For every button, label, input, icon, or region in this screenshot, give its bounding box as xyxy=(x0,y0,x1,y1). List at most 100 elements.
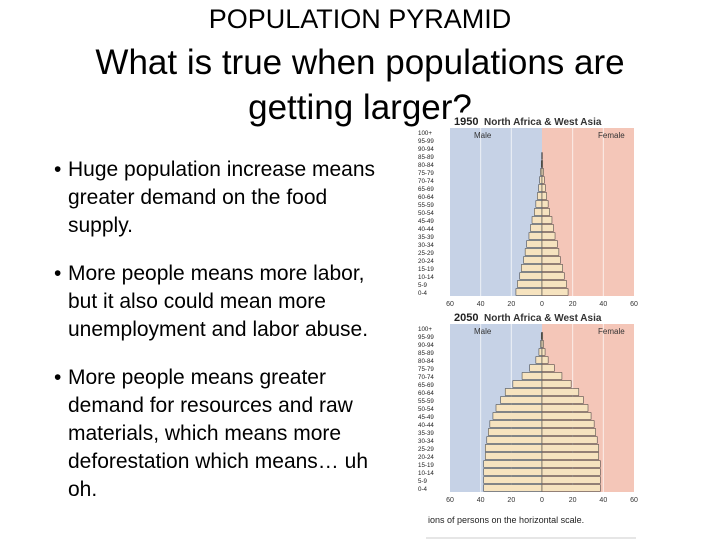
age-label: 20-24 xyxy=(418,258,434,265)
pyramid-region: North Africa & West Asia xyxy=(484,313,602,324)
bullet-item: • More people means greater demand for r… xyxy=(54,364,394,504)
axis-tick-label: 0 xyxy=(540,301,544,308)
female-bar xyxy=(542,389,579,396)
pyramid-year: 1950 xyxy=(454,116,478,128)
male-bar xyxy=(522,373,542,380)
female-bar xyxy=(542,461,600,468)
male-bar xyxy=(532,217,542,224)
female-bar xyxy=(542,233,555,240)
female-bar xyxy=(542,445,599,452)
age-label: 55-59 xyxy=(418,202,434,209)
age-label: 95-99 xyxy=(418,138,434,145)
male-bar xyxy=(484,485,542,492)
age-label: 90-94 xyxy=(418,146,434,153)
male-bar xyxy=(517,281,542,288)
age-label: 45-49 xyxy=(418,414,434,421)
bullet-item: • More people means more labor, but it a… xyxy=(54,260,394,344)
age-label: 35-39 xyxy=(418,234,434,241)
male-bar xyxy=(520,273,542,280)
age-label: 75-79 xyxy=(418,366,434,373)
axis-tick-label: 20 xyxy=(569,301,577,308)
male-bar xyxy=(488,429,542,436)
male-bar xyxy=(525,249,542,256)
female-bar xyxy=(542,225,554,232)
male-label: Male xyxy=(474,327,492,336)
age-label: 30-34 xyxy=(418,242,434,249)
age-label: 75-79 xyxy=(418,170,434,177)
slide-subtitle: POPULATION PYRAMID xyxy=(0,4,720,35)
female-bar xyxy=(542,373,562,380)
bullet-dot: • xyxy=(54,364,61,392)
axis-tick-label: 60 xyxy=(446,301,454,308)
age-label: 55-59 xyxy=(418,398,434,405)
female-bar xyxy=(542,397,583,404)
axis-tick-label: 20 xyxy=(507,497,515,504)
male-bar xyxy=(501,397,542,404)
bullet-text: More people means more labor, but it als… xyxy=(68,262,368,341)
female-bar xyxy=(542,485,600,492)
age-label: 65-69 xyxy=(418,186,434,193)
age-label: 65-69 xyxy=(418,382,434,389)
age-label: 10-14 xyxy=(418,274,434,281)
female-bar xyxy=(542,333,543,340)
age-label: 35-39 xyxy=(418,430,434,437)
age-label: 40-44 xyxy=(418,422,434,429)
age-label: 70-74 xyxy=(418,178,434,185)
female-label: Female xyxy=(598,131,625,140)
female-bar xyxy=(542,405,588,412)
bullet-list: • Huge population increase means greater… xyxy=(54,156,394,524)
female-bar xyxy=(542,177,544,184)
age-label: 50-54 xyxy=(418,406,434,413)
male-bar xyxy=(540,177,542,184)
male-bar xyxy=(487,437,542,444)
age-label: 10-14 xyxy=(418,470,434,477)
female-bar xyxy=(542,265,563,272)
age-label: 85-89 xyxy=(418,154,434,161)
male-bar xyxy=(539,185,542,192)
age-label: 25-29 xyxy=(418,250,434,257)
female-bar xyxy=(542,241,557,248)
male-bar xyxy=(484,477,542,484)
male-bar xyxy=(485,445,542,452)
bullet-dot: • xyxy=(54,260,61,288)
male-bar xyxy=(505,389,542,396)
male-bar xyxy=(539,349,542,356)
age-label: 0-4 xyxy=(418,486,428,493)
axis-tick-label: 40 xyxy=(599,497,607,504)
age-label: 80-84 xyxy=(418,162,434,169)
female-label: Female xyxy=(598,327,625,336)
pyramid-year: 2050 xyxy=(454,312,478,324)
male-bar xyxy=(536,201,542,208)
axis-tick-label: 40 xyxy=(477,301,485,308)
age-label: 90-94 xyxy=(418,342,434,349)
axis-tick-label: 40 xyxy=(477,497,485,504)
female-bar xyxy=(542,437,597,444)
bullet-item: • Huge population increase means greater… xyxy=(54,156,394,240)
female-bar xyxy=(542,161,543,168)
age-label: 15-19 xyxy=(418,462,434,469)
age-label: 30-34 xyxy=(418,438,434,445)
male-bar xyxy=(534,209,542,216)
female-bar xyxy=(542,193,547,200)
age-label: 95-99 xyxy=(418,334,434,341)
male-bar xyxy=(516,289,542,296)
female-bar xyxy=(542,469,600,476)
female-bar xyxy=(542,209,550,216)
female-bar xyxy=(542,249,559,256)
age-label: 70-74 xyxy=(418,374,434,381)
male-bar xyxy=(521,265,542,272)
male-bar xyxy=(513,381,542,388)
pyramid-region: North Africa & West Asia xyxy=(484,117,602,128)
age-label: 45-49 xyxy=(418,218,434,225)
age-label: 60-64 xyxy=(418,194,434,201)
axis-tick-label: 40 xyxy=(599,301,607,308)
male-bar xyxy=(524,257,542,264)
axis-tick-label: 60 xyxy=(630,301,638,308)
bullet-text: Huge population increase means greater d… xyxy=(68,158,375,237)
age-label: 80-84 xyxy=(418,358,434,365)
female-bar xyxy=(542,341,544,348)
axis-tick-label: 60 xyxy=(446,497,454,504)
male-bar xyxy=(485,453,542,460)
female-bar xyxy=(542,169,544,176)
female-bar xyxy=(542,357,548,364)
